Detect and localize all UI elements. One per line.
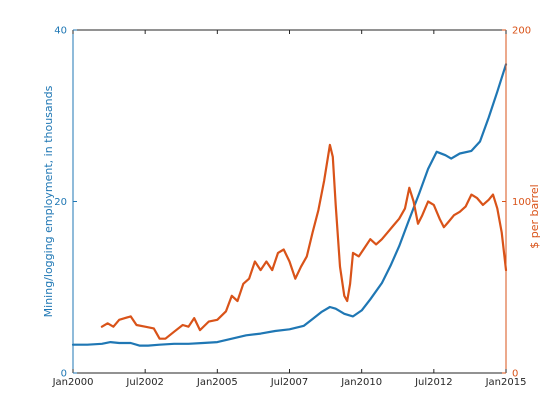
x-tick-label: Jul2007 xyxy=(270,377,309,388)
oil-price-series-line xyxy=(100,143,508,340)
employment-series-line xyxy=(71,63,508,347)
x-tick-label: Jan2005 xyxy=(196,377,238,388)
left-axis-label: Mining/logging employment, in thousands xyxy=(42,85,55,317)
x-tick-label: Jan2015 xyxy=(485,377,527,388)
x-tick-label: Jan2010 xyxy=(340,377,382,388)
right-y-tick-label: 0 xyxy=(512,369,518,380)
right-y-tick-label: 100 xyxy=(512,197,531,208)
x-tick-label: Jul2012 xyxy=(414,377,453,388)
x-tick-label: Jul2002 xyxy=(125,377,164,388)
plot-area xyxy=(73,30,506,373)
left-y-tick-label: 20 xyxy=(54,197,67,208)
x-tick-label: Jan2000 xyxy=(52,377,94,388)
left-y-tick-label: 0 xyxy=(61,369,67,380)
right-axis-label: $ per barrel xyxy=(528,184,541,248)
left-y-tick-label: 40 xyxy=(54,26,67,37)
right-y-tick-label: 200 xyxy=(512,26,531,37)
